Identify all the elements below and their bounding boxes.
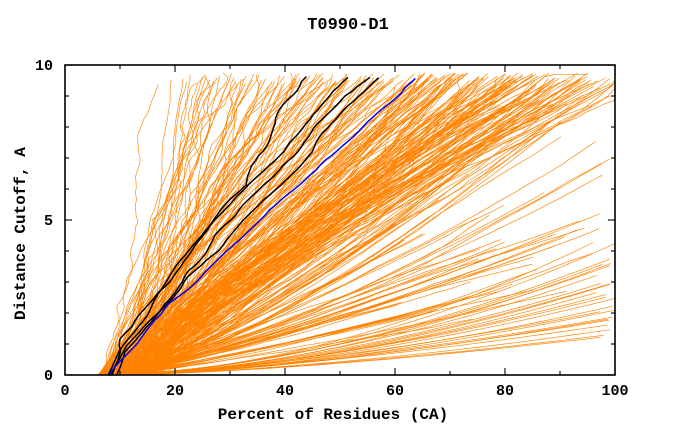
svg-text:5: 5 [44, 213, 53, 230]
svg-text:20: 20 [166, 383, 184, 400]
svg-text:80: 80 [496, 383, 514, 400]
svg-text:60: 60 [386, 383, 404, 400]
svg-text:0: 0 [44, 368, 53, 385]
svg-text:100: 100 [601, 383, 628, 400]
svg-text:0: 0 [60, 383, 69, 400]
svg-text:10: 10 [35, 58, 53, 75]
svg-text:40: 40 [276, 383, 294, 400]
